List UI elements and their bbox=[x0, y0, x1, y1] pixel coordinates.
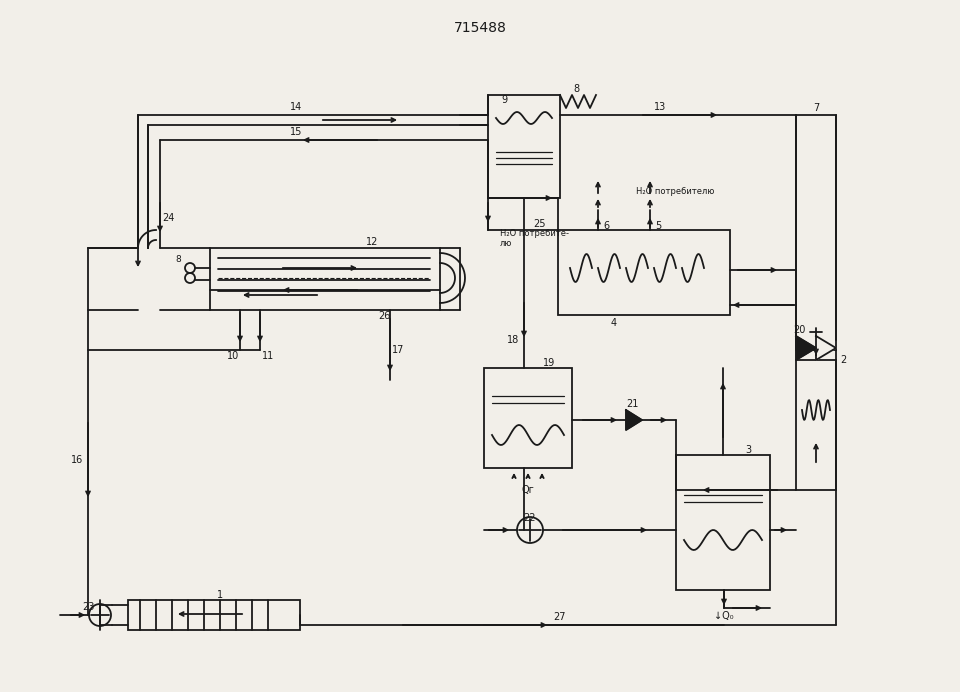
Bar bbox=[484, 368, 572, 468]
Text: 7: 7 bbox=[813, 103, 819, 113]
Text: 2: 2 bbox=[840, 355, 846, 365]
Bar bbox=[796, 115, 836, 350]
Text: 16: 16 bbox=[71, 455, 84, 465]
Polygon shape bbox=[626, 410, 642, 430]
Text: 10: 10 bbox=[227, 351, 239, 361]
Text: 8: 8 bbox=[175, 255, 180, 264]
Text: 17: 17 bbox=[392, 345, 404, 355]
Text: 715488: 715488 bbox=[453, 21, 507, 35]
Bar bbox=[488, 95, 560, 198]
Text: 9: 9 bbox=[501, 95, 507, 105]
Text: 26: 26 bbox=[378, 311, 390, 321]
Text: 25: 25 bbox=[534, 219, 546, 229]
Text: 15: 15 bbox=[290, 127, 302, 137]
Text: Qг: Qг bbox=[521, 485, 535, 495]
Bar bbox=[796, 360, 836, 490]
Bar bbox=[558, 230, 730, 315]
Bar bbox=[676, 455, 770, 590]
Text: 23: 23 bbox=[82, 602, 94, 612]
Bar bbox=[210, 248, 440, 310]
Text: 13: 13 bbox=[654, 102, 666, 112]
Text: 11: 11 bbox=[262, 351, 275, 361]
Text: 19: 19 bbox=[542, 358, 555, 368]
Text: 4: 4 bbox=[611, 318, 617, 328]
Text: 3: 3 bbox=[745, 445, 751, 455]
Polygon shape bbox=[796, 336, 816, 360]
Text: 14: 14 bbox=[290, 102, 302, 112]
Text: ↓Q₀: ↓Q₀ bbox=[714, 611, 733, 621]
Text: 21: 21 bbox=[626, 399, 638, 409]
Text: 5: 5 bbox=[655, 221, 661, 231]
Text: 27: 27 bbox=[554, 612, 566, 622]
Text: 22: 22 bbox=[524, 513, 537, 523]
Text: 1: 1 bbox=[217, 590, 223, 600]
Text: H₂O потребите-: H₂O потребите- bbox=[500, 230, 569, 239]
Text: 24: 24 bbox=[162, 213, 174, 223]
Text: 12: 12 bbox=[366, 237, 378, 247]
Text: 20: 20 bbox=[794, 325, 806, 335]
Text: H₂O потребителю: H₂O потребителю bbox=[636, 188, 714, 197]
Bar bbox=[128, 600, 300, 630]
Text: 8: 8 bbox=[573, 84, 579, 94]
Text: лю: лю bbox=[500, 239, 513, 248]
Text: 18: 18 bbox=[507, 335, 519, 345]
Text: 6: 6 bbox=[603, 221, 609, 231]
Polygon shape bbox=[816, 336, 836, 360]
